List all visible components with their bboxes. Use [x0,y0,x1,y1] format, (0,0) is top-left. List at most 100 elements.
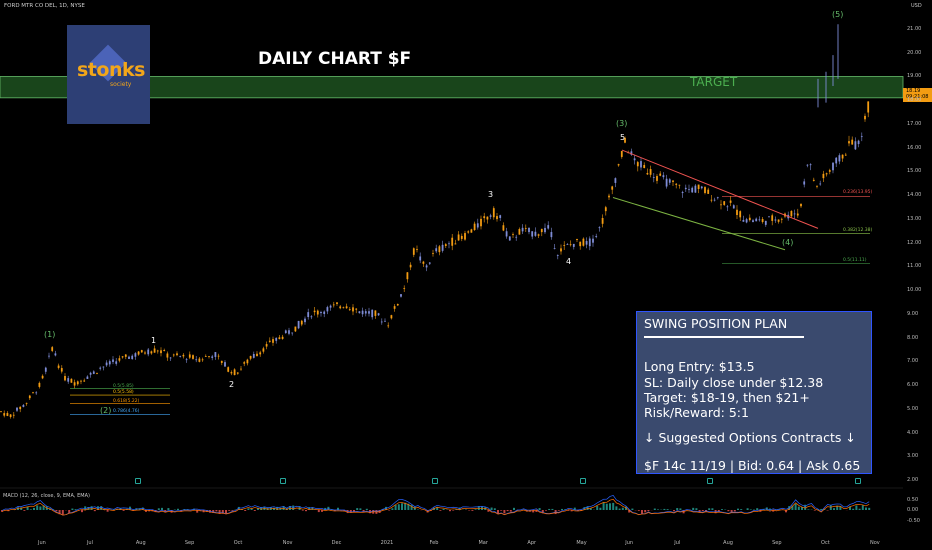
fib-label: 0.236(13.95) [843,190,873,196]
candle-body [454,243,457,245]
earnings-event-icon[interactable] [707,478,713,484]
candle-body [560,248,562,252]
macd-histogram-bar [317,510,320,513]
candle-body [729,200,732,203]
macd-histogram-bar [257,507,259,510]
macd-histogram-bar [769,508,771,510]
candle-body [3,413,6,416]
macd-histogram-bar [161,507,163,510]
macd-histogram-bar [58,510,61,515]
candle-body [233,369,236,376]
candle-body [812,179,815,181]
candle-body [272,339,274,343]
candle-body [134,353,137,357]
macd-histogram-bar [353,510,355,513]
earnings-event-icon[interactable] [280,478,286,484]
macd-histogram-bar [106,510,109,512]
macd-histogram-bar [653,508,656,510]
macd-histogram-bar [708,508,711,510]
candle-body [246,359,249,364]
candle-body [275,337,278,341]
candle-body [51,347,54,351]
candle-body [441,244,444,251]
candle-body [9,414,12,417]
candle-body [764,220,767,225]
macd-histogram-bar [545,510,547,511]
macd-histogram-bar [567,510,570,511]
earnings-event-icon[interactable] [855,478,861,484]
macd-histogram-bar [74,509,77,510]
macd-histogram-bar [615,506,618,510]
candle-body [92,371,95,374]
y-tick-label: 7.00 [907,358,919,365]
macd-histogram-bar [103,508,106,510]
macd-legend[interactable]: MACD (12, 26, close, 9, EMA, EMA) [3,493,90,499]
candle-body [537,234,540,236]
macd-histogram-bar [39,506,42,510]
wave-label: 5 [620,133,626,143]
candle-body [230,372,233,374]
candle-body [819,183,822,185]
x-tick-label: Jul [86,540,93,546]
candle-body [694,185,697,193]
candle-body [636,162,639,167]
earnings-event-icon[interactable] [135,478,141,484]
candle-body [48,355,50,357]
candle-body [793,213,796,215]
candle-body [435,248,438,252]
y-tick-label: 11.00 [907,263,922,270]
candle-body [86,376,89,379]
macd-histogram-bar [749,509,752,510]
candle-body [822,173,825,179]
candle-body [544,227,546,233]
candle-body [867,101,870,113]
candle-body [160,350,162,354]
candle-body [102,366,105,368]
macd-histogram-bar [493,508,496,510]
candle-body [710,199,713,201]
x-tick-label: Sep [184,540,195,546]
candle-body [534,231,537,236]
earnings-event-icon[interactable] [580,478,586,484]
candle-body [144,352,146,354]
candle-body [489,215,492,217]
candle-body [742,219,745,222]
candle-body [243,362,246,364]
macd-histogram-bar [813,510,816,511]
fib-label: 0.786(4.76) [113,409,140,415]
y-tick-label: 20.00 [907,49,922,56]
candle-body [208,356,210,357]
macd-histogram-bar [391,508,394,510]
candle-body [201,359,204,361]
candle-body [585,241,588,245]
candle-body [99,367,102,369]
candle-body [409,264,412,268]
macd-signal-line [1,498,870,516]
candle-body [214,352,217,357]
candle-body [624,137,626,143]
candle-body [592,238,594,243]
macd-histogram-bar [551,508,554,510]
candle-body [316,310,319,315]
wave-label: (2) [100,406,112,416]
candle-body [672,180,674,182]
macd-histogram-bar [324,507,327,510]
macd-histogram-bar [55,510,58,512]
candle-body [348,309,351,311]
candle-body [291,332,294,334]
macd-histogram-bar [84,506,87,510]
macd-histogram-bar [394,505,397,510]
x-tick-label: Aug [135,540,146,546]
candle-body [598,227,601,229]
candle-body [12,414,15,416]
macd-histogram-bar [487,510,490,512]
macd-histogram-bar [772,510,775,512]
candle-body [697,184,700,189]
candle-body [633,158,636,161]
candle-body [185,359,188,361]
earnings-event-icon[interactable] [432,478,438,484]
macd-histogram-bar [711,508,714,510]
macd-histogram-bar [676,508,679,510]
